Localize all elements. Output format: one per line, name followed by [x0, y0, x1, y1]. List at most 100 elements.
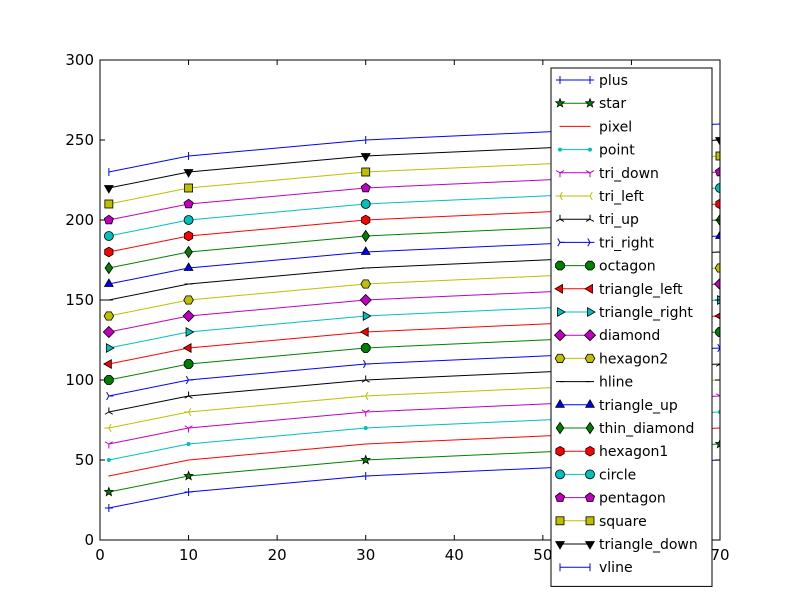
- data-point-triangle_left-2: [359, 326, 369, 338]
- data-point-tri_up-3: [715, 359, 720, 367]
- data-point-diamond-0: [102, 325, 115, 339]
- y-tick-label: 100: [65, 371, 94, 389]
- data-point-pentagon-1: [183, 198, 194, 209]
- legend-entry-square: square: [555, 514, 647, 530]
- legend-label-triangle_left: triangle_left: [599, 282, 683, 298]
- legend-marker-square: [555, 516, 565, 526]
- series-line-triangle_left: [108, 315, 720, 365]
- series-hexagon2: [103, 263, 720, 321]
- series-line-tri_up: [108, 363, 720, 413]
- data-point-hexagon2-3: [714, 263, 720, 273]
- legend-entry-vline: vline: [559, 560, 633, 576]
- data-point-hexagon2-2: [360, 279, 371, 289]
- series-pentagon: [103, 166, 720, 225]
- data-point-star-1: [183, 470, 194, 481]
- legend-label-triangle_down: triangle_down: [599, 537, 698, 553]
- legend-marker-triangle_right: [587, 306, 596, 318]
- legend-marker-pixel: [559, 125, 561, 127]
- data-point-triangle_right-0: [105, 342, 115, 354]
- data-point-pentagon-3: [714, 166, 720, 177]
- data-point-hexagon2-1: [183, 295, 194, 305]
- legend-marker-point: [588, 147, 592, 152]
- data-point-diamond-2: [359, 293, 372, 307]
- data-point-tri_left-1: [184, 407, 192, 417]
- series-line-tri_right: [108, 347, 720, 397]
- legend-label-hexagon2: hexagon2: [599, 351, 668, 367]
- legend-marker-plus: [586, 76, 594, 84]
- series-circle: [103, 183, 720, 241]
- legend-marker-hexagon2: [554, 353, 566, 363]
- series-vline: [108, 120, 720, 176]
- data-point-star-2: [360, 454, 372, 465]
- data-point-point-2: [363, 426, 368, 430]
- legend-marker-circle: [555, 469, 565, 480]
- legend-label-hexagon1: hexagon1: [599, 444, 668, 460]
- data-point-circle-2: [360, 199, 371, 209]
- legend-box: [550, 67, 713, 587]
- series-line-diamond: [108, 283, 720, 333]
- series-line-thin_diamond: [108, 219, 720, 269]
- series-line-pentagon: [108, 171, 720, 221]
- data-point-plus-1: [184, 488, 193, 496]
- data-point-tri_down-1: [184, 425, 193, 433]
- data-point-diamond-1: [182, 309, 195, 323]
- legend-entry-tri_right: tri_right: [557, 235, 655, 251]
- data-point-triangle_right-2: [362, 310, 372, 322]
- data-point-octagon-1: [183, 359, 194, 369]
- legend-entry-triangle_left: triangle_left: [554, 282, 683, 298]
- legend-entry-tri_down: tri_down: [555, 166, 659, 182]
- data-point-triangle_left-1: [182, 342, 192, 354]
- y-tick-label: 200: [65, 211, 94, 229]
- legend-marker-triangle_right: [557, 306, 566, 318]
- legend-entry-octagon: octagon: [555, 259, 656, 275]
- legend-label-tri_left: tri_left: [599, 189, 644, 205]
- data-point-point-0: [106, 458, 111, 462]
- data-point-triangle_up-3: [714, 230, 720, 239]
- series-line-tri_left: [108, 379, 720, 429]
- data-point-triangle_left-3: [714, 312, 720, 320]
- data-point-triangle_up-2: [360, 246, 371, 255]
- legend-marker-diamond: [583, 329, 597, 342]
- legend-label-thin_diamond: thin_diamond: [599, 421, 694, 437]
- x-tick-label: 40: [445, 546, 464, 564]
- y-tick-label: 0: [84, 531, 94, 549]
- legend-marker-tri_left: [555, 191, 563, 201]
- data-point-thin_diamond-0: [104, 261, 114, 275]
- series-tri_down: [104, 393, 720, 449]
- legend-entry-hline: hline: [556, 375, 633, 391]
- series-line-hexagon1: [108, 203, 720, 253]
- legend-marker-pentagon: [584, 492, 596, 502]
- series-tri_right: [106, 343, 720, 401]
- legend-label-point: point: [599, 143, 635, 159]
- data-point-plus-2: [361, 472, 370, 480]
- legend-label-tri_down: tri_down: [599, 166, 659, 182]
- data-point-pentagon-0: [103, 214, 114, 225]
- series-triangle_right: [105, 294, 720, 354]
- data-point-thin_diamond-2: [361, 229, 371, 243]
- legend-marker-diamond: [553, 329, 567, 342]
- y-tick-label: 50: [75, 451, 94, 469]
- legend-marker-tri_up: [555, 214, 565, 222]
- data-point-square-2: [361, 167, 371, 177]
- legend-entry-triangle_right: triangle_right: [557, 305, 693, 321]
- legend-entry-diamond: diamond: [553, 328, 660, 344]
- series-line-tri_down: [108, 395, 720, 445]
- data-point-tri_right-0: [106, 391, 114, 401]
- y-tick-label: 250: [65, 131, 94, 149]
- data-point-square-3: [715, 151, 720, 161]
- series-line-star: [108, 443, 720, 493]
- legend-label-star: star: [599, 96, 626, 112]
- legend-marker-pentagon: [554, 492, 566, 502]
- series-diamond: [102, 277, 720, 339]
- data-point-octagon-2: [360, 343, 371, 353]
- legend-marker-tri_up: [585, 214, 595, 222]
- data-point-tri_up-1: [184, 391, 193, 399]
- data-point-tri_right-1: [185, 375, 194, 385]
- legend-marker-thin_diamond: [585, 421, 595, 435]
- data-point-tri_right-2: [363, 359, 371, 369]
- data-point-octagon-3: [715, 327, 720, 337]
- axes: 010203040506070050100150200250300: [65, 51, 729, 564]
- legend-marker-tri_down: [555, 170, 565, 178]
- data-point-triangle_up-0: [103, 278, 114, 287]
